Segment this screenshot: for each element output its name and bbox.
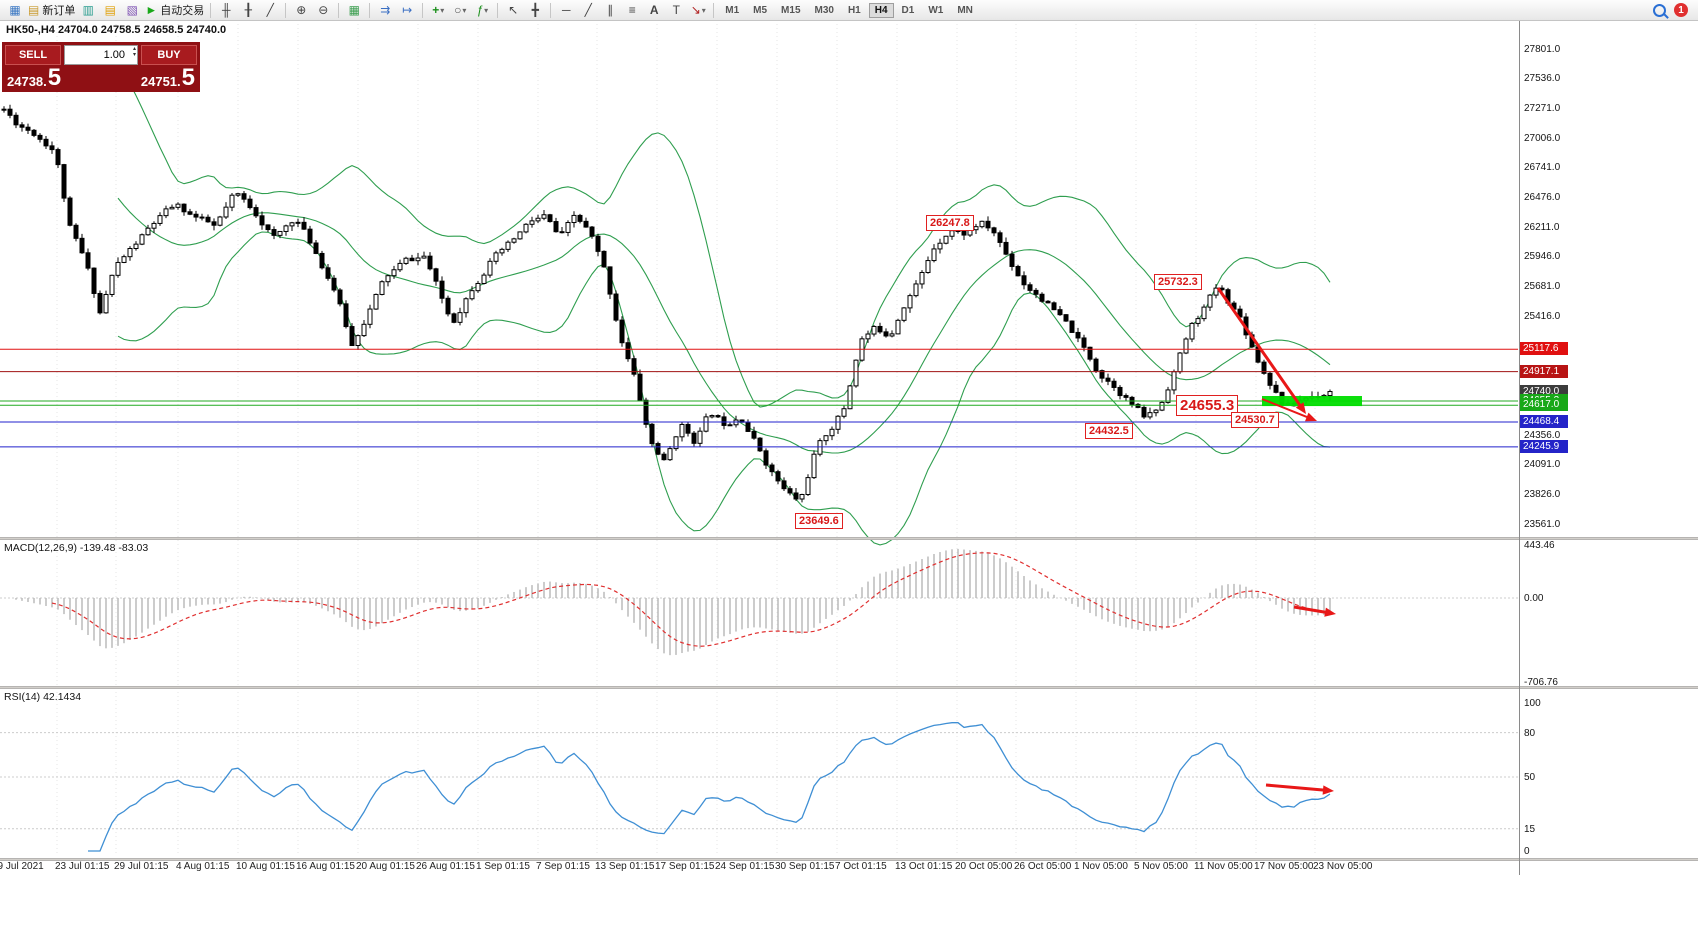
channel-icon: ∥ [607,3,614,17]
auto-scroll-button[interactable]: ⇉ [374,1,396,19]
toolbar-separator [210,2,212,18]
toolbar-separator [285,2,287,18]
sell-price-main: 24738. [7,74,47,89]
buy-price: 24751. 5 [140,64,195,91]
autotrade-button[interactable]: ► 自动交易 [143,1,206,19]
navigator-icon: ▧ [126,3,139,17]
zoom-out-icon: ⊖ [318,3,329,17]
indicators-icon: ƒ [476,3,484,17]
timeframe-mn[interactable]: MN [957,4,973,16]
timeframe-m15[interactable]: M15 [781,4,801,16]
data-window-icon: ▤ [104,3,117,17]
label-icon: T [672,3,680,17]
candlestick-button[interactable]: ╂ [237,1,259,19]
timeframe-h1[interactable]: H1 [847,4,861,16]
fibonacci-icon: ≡ [628,3,636,17]
one-click-trading-panel: SELL 1.00 ▴ ▾ BUY 24738. 5 24751. 5 [2,42,200,92]
trendline-button[interactable]: ╱ [577,1,599,19]
chevron-down-icon: ▾ [440,5,445,15]
buy-price-big-digit: 5 [181,64,195,91]
tile-windows-icon: ▦ [348,3,360,17]
crosshair-button[interactable]: ╋ [524,1,546,19]
tile-windows-button[interactable]: ▦ [343,1,365,19]
navigator-button[interactable]: ▧ [121,1,143,19]
new-order-button[interactable]: ▤ 新订单 [26,1,77,19]
volume-spinner[interactable]: ▴ ▾ [133,46,136,58]
notification-badge[interactable]: 1 [1674,3,1688,17]
sell-price: 24738. 5 [7,64,62,91]
price-chart-canvas[interactable] [0,20,1698,875]
spinner-down-icon[interactable]: ▾ [132,52,136,58]
toolbar-separator [497,2,499,18]
cursor-icon: ↖ [508,3,519,17]
chevron-down-icon: ▾ [484,5,489,15]
toolbar-separator [550,2,552,18]
text-button[interactable]: A [643,1,665,19]
data-window-button[interactable]: ▤ [99,1,121,19]
toolbar-right-group: 1 [1653,3,1694,17]
buy-button[interactable]: BUY [141,45,197,65]
chevron-down-icon: ▾ [701,5,706,15]
line-chart-button[interactable]: ╱ [259,1,281,19]
horizontal-line-icon: ─ [561,3,571,17]
candlestick-icon: ╂ [244,3,252,17]
crosshair-icon: ╋ [531,3,539,17]
timeframe-m30[interactable]: M30 [814,4,834,16]
text-icon: A [649,3,659,17]
timeframe-w1[interactable]: W1 [928,4,944,16]
new-order-label: 新订单 [42,5,76,17]
channel-button[interactable]: ∥ [599,1,621,19]
toolbar: ▦ ▤ 新订单 ▥ ▤ ▧ ► 自动交易 ╫ ╂ ╱ ⊕ ⊖ ▦ ⇉ ↦ + ▾ … [0,0,1698,21]
volume-input[interactable]: 1.00 ▴ ▾ [64,45,138,65]
zoom-in-button[interactable]: ⊕ [290,1,312,19]
new-chart-button[interactable]: + ▾ [427,1,449,19]
timeframe-d1[interactable]: D1 [901,4,915,16]
new-order-icon: ▤ [28,3,40,17]
sell-price-big-digit: 5 [47,64,62,91]
indicators-button[interactable]: ƒ ▾ [471,1,493,19]
periods-button[interactable]: ○ ▾ [449,1,471,19]
auto-scroll-icon: ⇉ [380,3,391,17]
timeframe-m5[interactable]: M5 [753,4,768,16]
fibonacci-button[interactable]: ≡ [621,1,643,19]
cursor-button[interactable]: ↖ [502,1,524,19]
market-watch-icon: ▥ [82,3,95,17]
chart-title: HK50-,H4 24704.0 24758.5 24658.5 24740.0 [6,24,227,36]
bar-chart-button[interactable]: ╫ [215,1,237,19]
new-chart-icon: + [432,3,440,17]
zoom-out-button[interactable]: ⊖ [312,1,334,19]
bar-chart-icon: ╫ [221,3,231,17]
toolbar-separator [369,2,371,18]
autotrade-label: 自动交易 [160,5,205,17]
window-icon[interactable]: ▦ [4,1,26,19]
toolbar-separator [713,2,715,18]
arrows-button[interactable]: ↘ ▾ [687,1,709,19]
autotrade-play-icon: ► [145,3,158,17]
line-chart-icon: ╱ [266,3,274,17]
horizontal-line-button[interactable]: ─ [555,1,577,19]
market-watch-button[interactable]: ▥ [77,1,99,19]
chart-window-icon: ▦ [9,3,21,17]
toolbar-separator [422,2,424,18]
chart-shift-button[interactable]: ↦ [396,1,418,19]
volume-value: 1.00 [103,49,125,61]
timeframe-m1[interactable]: M1 [725,4,740,16]
toolbar-separator [338,2,340,18]
label-button[interactable]: T [665,1,687,19]
trendline-icon: ╱ [584,3,592,17]
macd-label: MACD(12,26,9) -139.48 -83.03 [4,542,149,554]
sell-button[interactable]: SELL [5,45,61,65]
search-icon[interactable] [1653,3,1666,17]
arrow-icon: ↘ [690,3,701,17]
timeframe-h4[interactable]: H4 [868,2,894,18]
buy-price-main: 24751. [140,74,181,89]
zoom-in-icon: ⊕ [296,3,307,17]
spinner-up-icon[interactable]: ▴ [132,46,136,52]
chevron-down-icon: ▾ [462,5,467,15]
chart-shift-icon: ↦ [402,3,413,17]
rsi-label: RSI(14) 42.1434 [4,691,82,703]
clock-icon: ○ [454,3,462,17]
